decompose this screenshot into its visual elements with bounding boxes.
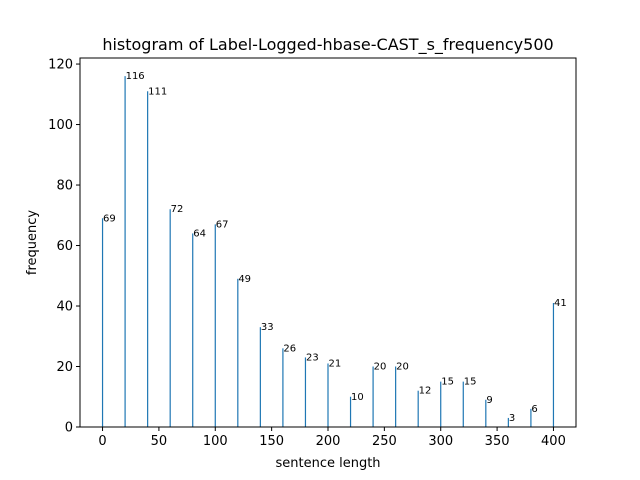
y-tick-label-100: 100 (48, 118, 73, 133)
data-label-280: 12 (419, 386, 432, 397)
bar-360 (507, 417, 509, 427)
x-tick-label-0: 0 (98, 434, 106, 449)
data-label-40: 111 (148, 86, 167, 97)
bar-280 (417, 390, 419, 427)
bar-380 (530, 408, 532, 427)
y-axis-title: frequency (25, 210, 40, 276)
chart-title: histogram of Label-Logged-hbase-CAST_s_f… (102, 35, 553, 55)
data-label-220: 10 (351, 392, 364, 403)
data-label-200: 21 (329, 358, 342, 369)
bars-group (101, 76, 555, 428)
data-label-340: 9 (486, 395, 492, 406)
x-tick-label-100: 100 (203, 434, 228, 449)
x-tick-label-400: 400 (541, 434, 566, 449)
x-tick-label-150: 150 (259, 434, 284, 449)
data-label-140: 33 (261, 322, 274, 333)
bar-0 (101, 218, 104, 427)
data-label-380: 6 (531, 404, 537, 415)
bar-140 (259, 327, 261, 427)
data-label-260: 20 (396, 362, 409, 373)
plot-frame (79, 57, 577, 428)
x-axis-title: sentence length (275, 456, 380, 471)
bar-220 (349, 396, 352, 427)
bar-240 (372, 366, 374, 427)
data-label-80: 64 (193, 228, 206, 239)
data-label-300: 15 (441, 377, 454, 388)
bar-60 (169, 209, 171, 427)
bar-320 (462, 381, 464, 427)
data-label-100: 67 (216, 219, 229, 230)
bar-20 (124, 76, 126, 428)
x-tick-label-200: 200 (316, 434, 341, 449)
data-label-60: 72 (171, 204, 184, 215)
y-tick-label-40: 40 (56, 300, 73, 315)
bar-120 (237, 278, 239, 427)
y-tick-label-80: 80 (56, 179, 73, 194)
data-label-20: 116 (126, 71, 145, 82)
y-tick-label-0: 0 (65, 421, 73, 436)
data-label-0: 69 (103, 213, 116, 224)
bar-340 (485, 399, 487, 427)
bar-260 (395, 366, 397, 427)
data-label-320: 15 (464, 377, 477, 388)
x-tick-label-350: 350 (485, 434, 510, 449)
data-label-180: 23 (306, 352, 319, 363)
bar-80 (192, 233, 194, 427)
y-axis-ticks: 0 20 40 60 80 100 120 (48, 58, 80, 436)
x-axis-ticks: 0 50 100 150 200 250 300 350 400 (98, 427, 566, 449)
data-label-240: 20 (374, 362, 387, 373)
bar-200 (327, 363, 329, 427)
bar-160 (282, 348, 284, 427)
data-label-120: 49 (238, 274, 251, 285)
bar-40 (147, 91, 149, 427)
y-tick-label-20: 20 (56, 360, 73, 375)
bar-300 (440, 381, 442, 427)
data-label-400: 41 (554, 298, 567, 309)
x-tick-label-300: 300 (428, 434, 453, 449)
x-tick-label-50: 50 (151, 434, 168, 449)
bar-400 (552, 302, 555, 427)
bar-180 (304, 357, 307, 427)
y-tick-label-120: 120 (48, 58, 73, 73)
data-label-160: 26 (283, 343, 296, 354)
bar-100 (214, 224, 216, 427)
x-tick-label-250: 250 (372, 434, 397, 449)
data-label-360: 3 (509, 413, 515, 424)
y-tick-label-60: 60 (56, 239, 73, 254)
